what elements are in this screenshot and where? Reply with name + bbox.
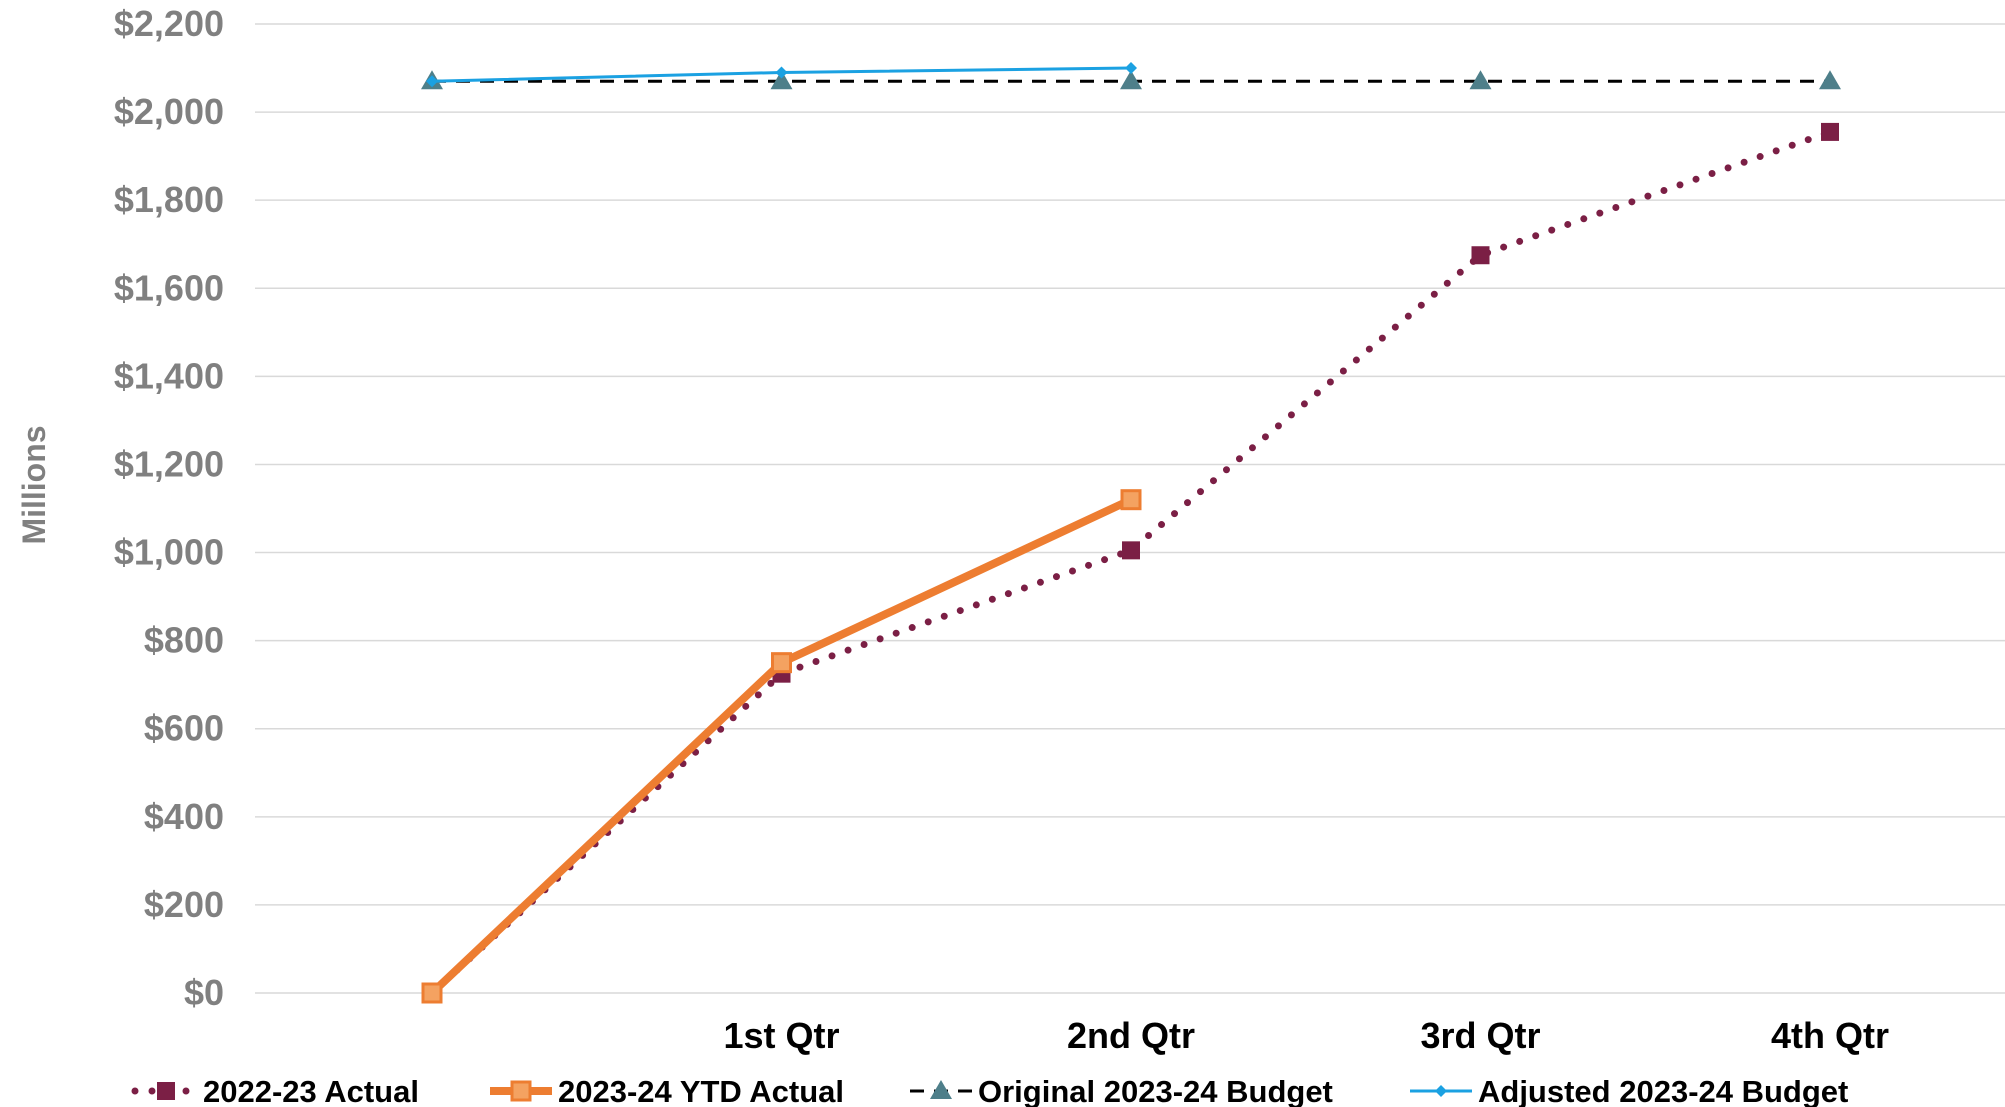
y-tick-label: $2,000 (114, 91, 224, 132)
y-tick-label: $200 (144, 884, 224, 925)
data-point (157, 1082, 175, 1100)
legend-item: Original 2023-24 Budget (910, 1074, 1333, 1107)
data-point (1435, 1085, 1447, 1097)
legend-item: Adjusted 2023-24 Budget (1410, 1074, 1848, 1107)
y-tick-label: $0 (184, 972, 224, 1013)
y-tick-label: $1,200 (114, 443, 224, 484)
legend-label: 2023-24 YTD Actual (558, 1074, 844, 1107)
y-tick-label: $1,000 (114, 532, 224, 573)
data-point (1120, 70, 1142, 90)
data-point (770, 70, 793, 90)
series-line (428, 128, 1834, 997)
series-0 (423, 122, 1839, 1002)
y-tick-label: $600 (144, 708, 224, 749)
legend: 2022-23 Actual 2023-24 YTD Actual Original… (131, 1074, 1848, 1107)
y-axis: $0 $200 $400 $600 $800 $1,000 $1,200 $1,400 $1,6… (114, 3, 224, 1013)
legend-label: 2022-23 Actual (203, 1074, 419, 1107)
x-axis: 1st Qtr 2nd Qtr 3rd Qtr 4th Qtr (723, 1015, 1889, 1056)
data-point (1125, 62, 1137, 75)
series-3 (426, 62, 1137, 88)
y-axis-title: Millions (16, 425, 52, 544)
data-point (510, 1080, 532, 1102)
data-point (1819, 70, 1841, 90)
y-tick-label: $400 (144, 796, 224, 837)
data-point (1471, 246, 1490, 265)
data-point (1821, 122, 1839, 141)
series-layer (421, 62, 1841, 1004)
y-tick-label: $1,800 (114, 179, 224, 220)
x-tick-label: 4th Qtr (1771, 1015, 1889, 1056)
data-point (930, 1080, 952, 1099)
y-tick-label: $800 (144, 620, 224, 661)
legend-label: Adjusted 2023-24 Budget (1478, 1074, 1848, 1107)
x-tick-label: 2nd Qtr (1067, 1015, 1195, 1056)
data-point (426, 75, 438, 88)
data-point (1120, 489, 1142, 511)
data-point (421, 982, 443, 1004)
series-line (429, 496, 1133, 996)
data-point (1469, 70, 1492, 90)
y-tick-label: $1,600 (114, 267, 224, 308)
data-point (771, 652, 792, 674)
legend-label: Original 2023-24 Budget (978, 1074, 1333, 1107)
x-tick-label: 3rd Qtr (1420, 1015, 1540, 1056)
y-tick-label: $1,400 (114, 355, 224, 396)
data-point (775, 66, 788, 79)
y-tick-label: $2,200 (114, 3, 224, 44)
legend-item: 2022-23 Actual (131, 1074, 419, 1107)
x-tick-label: 1st Qtr (723, 1015, 839, 1056)
series-1 (421, 489, 1142, 1004)
legend-item: 2023-24 YTD Actual (490, 1074, 844, 1107)
data-point (1122, 541, 1140, 560)
